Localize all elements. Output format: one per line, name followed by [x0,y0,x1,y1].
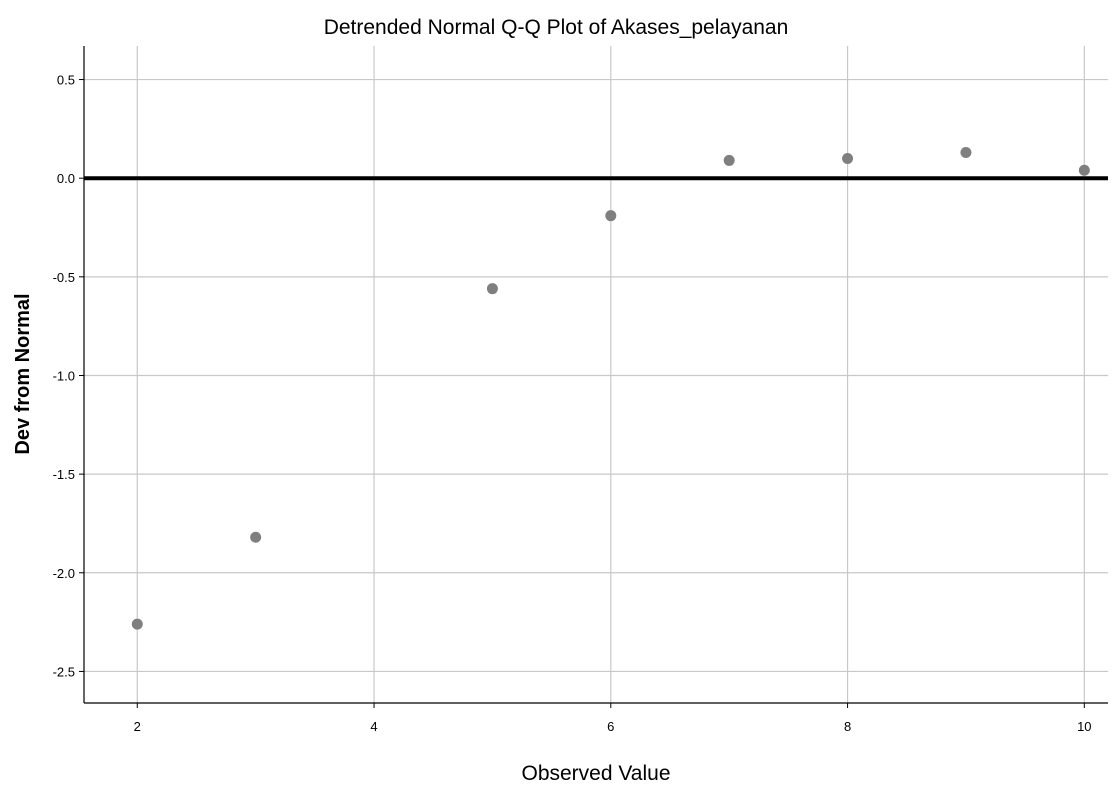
y-tick-label: -2.0 [53,566,75,581]
data-point [250,531,262,543]
x-tick-label: 2 [134,719,141,734]
axes [79,46,1108,708]
data-point [605,210,617,222]
y-tick-label: -1.5 [53,467,75,482]
y-tick-label: 0.0 [57,171,75,186]
grid-lines [84,46,1108,703]
x-axis-label: Observed Value [521,762,670,785]
data-point [1078,164,1090,176]
y-tick-label: -2.5 [53,664,75,679]
y-axis-label: Dev from Normal [12,293,34,454]
x-tick-label: 10 [1077,719,1091,734]
chart-title: Detrended Normal Q-Q Plot of Akases_pela… [324,16,789,39]
data-point [723,154,735,166]
x-tick-label: 4 [370,719,377,734]
y-tick-label: -0.5 [53,270,75,285]
x-tick-label: 6 [607,719,614,734]
data-point [486,283,498,295]
x-tick-label: 8 [844,719,851,734]
y-tick-label: 0.5 [57,73,75,88]
y-tick-label: -1.0 [53,368,75,383]
tick-labels: 0.5 0.0 -0.5 -1.0 -1.5 -2.0 -2.5 2 4 6 8 10 [53,73,1092,734]
data-point [960,147,972,159]
data-point [842,152,854,164]
data-point [131,618,143,630]
data-points [131,147,1090,630]
